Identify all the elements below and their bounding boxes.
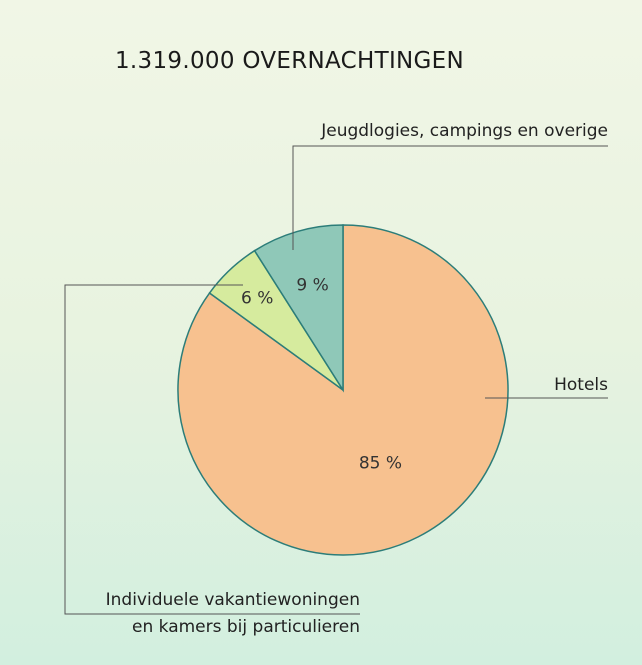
category-label: Individuele vakantiewoningen en kamers b… (105, 590, 360, 637)
leader-lines (64, 145, 608, 615)
pie-slice (253, 224, 344, 393)
value-label: 6 % (241, 289, 273, 309)
leader-line (64, 284, 360, 615)
value-label: 9 % (296, 275, 328, 295)
category-label: Jeugdlogies, campings en overige (321, 121, 608, 141)
value-label: 85 % (359, 454, 402, 474)
chart-title: 1.319.000 OVERNACHTINGEN (115, 48, 464, 74)
leader-line (292, 145, 608, 250)
category-label: Hotels (554, 375, 608, 395)
